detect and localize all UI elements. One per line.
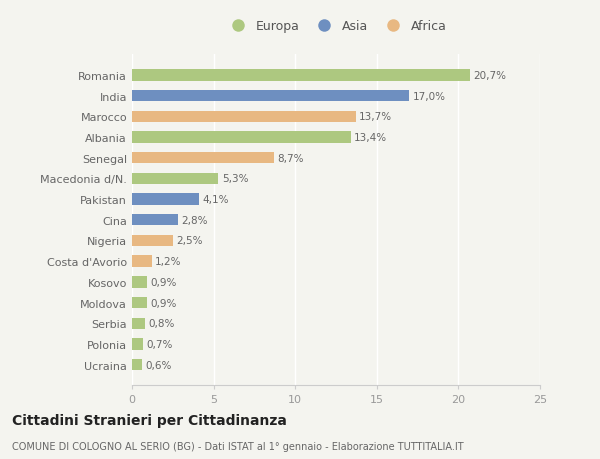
Bar [132,112,356,123]
Text: 13,7%: 13,7% [359,112,392,122]
Text: 8,7%: 8,7% [277,153,304,163]
Text: 0,8%: 0,8% [148,319,175,329]
Bar [132,91,409,102]
Text: 0,7%: 0,7% [146,339,173,349]
Bar [132,174,218,185]
Text: COMUNE DI COLOGNO AL SERIO (BG) - Dati ISTAT al 1° gennaio - Elaborazione TUTTIT: COMUNE DI COLOGNO AL SERIO (BG) - Dati I… [12,441,464,451]
Text: 2,5%: 2,5% [176,236,203,246]
Text: 2,8%: 2,8% [181,215,208,225]
Text: 1,2%: 1,2% [155,257,181,267]
Text: 20,7%: 20,7% [473,71,506,81]
Bar [132,132,350,143]
Text: 13,4%: 13,4% [354,133,387,143]
Bar [132,277,146,288]
Legend: Europa, Asia, Africa: Europa, Asia, Africa [221,15,452,38]
Text: 0,9%: 0,9% [150,298,176,308]
Text: 5,3%: 5,3% [222,174,248,184]
Bar [132,256,152,267]
Bar [132,194,199,205]
Text: 4,1%: 4,1% [202,195,229,205]
Bar [132,235,173,246]
Bar [132,318,145,329]
Text: Cittadini Stranieri per Cittadinanza: Cittadini Stranieri per Cittadinanza [12,414,287,428]
Bar [132,339,143,350]
Bar [132,215,178,226]
Bar [132,153,274,164]
Bar [132,297,146,308]
Text: 0,6%: 0,6% [145,360,172,370]
Bar [132,70,470,81]
Bar [132,359,142,370]
Text: 17,0%: 17,0% [413,91,446,101]
Text: 0,9%: 0,9% [150,277,176,287]
